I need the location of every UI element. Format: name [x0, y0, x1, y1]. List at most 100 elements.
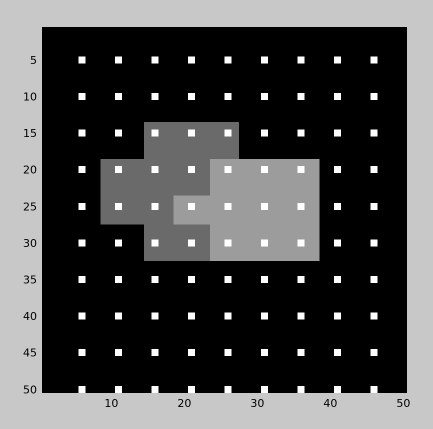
data-dot	[188, 202, 196, 210]
data-dot	[334, 276, 342, 284]
data-dot	[297, 239, 305, 247]
data-dot	[78, 349, 86, 357]
data-dot	[188, 312, 196, 320]
data-dot	[334, 166, 342, 174]
data-dot	[224, 166, 232, 174]
x-tick-label: 20	[177, 397, 191, 410]
data-dot	[78, 129, 86, 137]
data-dot	[370, 276, 378, 284]
data-dot	[261, 93, 269, 101]
data-dot	[261, 166, 269, 174]
y-tick-label: 25	[23, 200, 37, 213]
data-dot	[370, 56, 378, 64]
data-dot	[297, 312, 305, 320]
y-tick-label: 30	[23, 237, 37, 250]
dark-gray-region	[144, 122, 240, 159]
data-dot	[78, 385, 86, 393]
data-dot	[151, 385, 159, 393]
data-dot	[297, 129, 305, 137]
data-dot	[115, 93, 123, 101]
data-dot	[115, 239, 123, 247]
x-tick-label: 40	[323, 397, 337, 410]
data-dot	[78, 312, 86, 320]
data-dot	[188, 56, 196, 64]
x-tick-label: 50	[396, 397, 410, 410]
data-dot	[151, 239, 159, 247]
data-dot	[188, 276, 196, 284]
data-dot	[370, 202, 378, 210]
data-dot	[78, 166, 86, 174]
data-dot	[151, 56, 159, 64]
x-tick-label: 30	[250, 397, 264, 410]
data-dot	[297, 385, 305, 393]
data-dot	[261, 349, 269, 357]
data-dot	[334, 129, 342, 137]
data-dot	[151, 166, 159, 174]
data-dot	[224, 202, 232, 210]
data-dot	[370, 129, 378, 137]
data-dot	[224, 239, 232, 247]
data-dot	[78, 202, 86, 210]
data-dot	[297, 276, 305, 284]
light-gray-region	[173, 195, 210, 225]
data-dot	[297, 166, 305, 174]
data-dot	[78, 276, 86, 284]
data-dot	[334, 56, 342, 64]
data-dot	[370, 166, 378, 174]
data-dot	[261, 202, 269, 210]
data-dot	[188, 93, 196, 101]
data-dot	[224, 349, 232, 357]
data-dot	[78, 93, 86, 101]
data-dot	[224, 56, 232, 64]
data-dot	[297, 349, 305, 357]
y-tick-label: 50	[23, 383, 37, 396]
data-dot	[188, 166, 196, 174]
data-dot	[188, 129, 196, 137]
data-dot	[370, 93, 378, 101]
data-dot	[224, 129, 232, 137]
data-dot	[370, 239, 378, 247]
x-tick-label: 10	[104, 397, 118, 410]
data-dot	[261, 129, 269, 137]
y-tick-label: 15	[23, 127, 37, 140]
data-dot	[261, 276, 269, 284]
data-dot	[151, 349, 159, 357]
data-dot	[297, 56, 305, 64]
data-dot	[115, 166, 123, 174]
data-dot	[115, 385, 123, 393]
data-dot	[334, 239, 342, 247]
data-dot	[151, 93, 159, 101]
data-dot	[78, 56, 86, 64]
data-dot	[224, 276, 232, 284]
data-dot	[261, 56, 269, 64]
data-dot	[115, 349, 123, 357]
data-dot	[261, 385, 269, 393]
data-dot	[151, 276, 159, 284]
data-dot	[334, 385, 342, 393]
data-dot	[115, 312, 123, 320]
data-dot	[370, 349, 378, 357]
axis-labels: 10 20 30 40 50 5 10 15 20 25 30 35 40 45 50	[23, 54, 410, 410]
data-dot	[334, 312, 342, 320]
dark-gray-region	[100, 158, 210, 196]
data-dot	[334, 349, 342, 357]
data-dot	[224, 385, 232, 393]
data-dot	[115, 202, 123, 210]
data-dot	[188, 349, 196, 357]
data-dot	[334, 93, 342, 101]
data-dot	[151, 312, 159, 320]
data-dot	[370, 385, 378, 393]
data-dot	[297, 202, 305, 210]
y-tick-label: 45	[23, 347, 37, 360]
data-dot	[151, 202, 159, 210]
y-tick-label: 5	[30, 54, 37, 67]
data-dot	[151, 129, 159, 137]
y-tick-label: 35	[23, 274, 37, 287]
y-tick-label: 40	[23, 310, 37, 323]
data-dot	[115, 129, 123, 137]
data-dot	[115, 56, 123, 64]
plot-area	[42, 27, 407, 393]
data-dot	[188, 239, 196, 247]
data-dot	[224, 312, 232, 320]
